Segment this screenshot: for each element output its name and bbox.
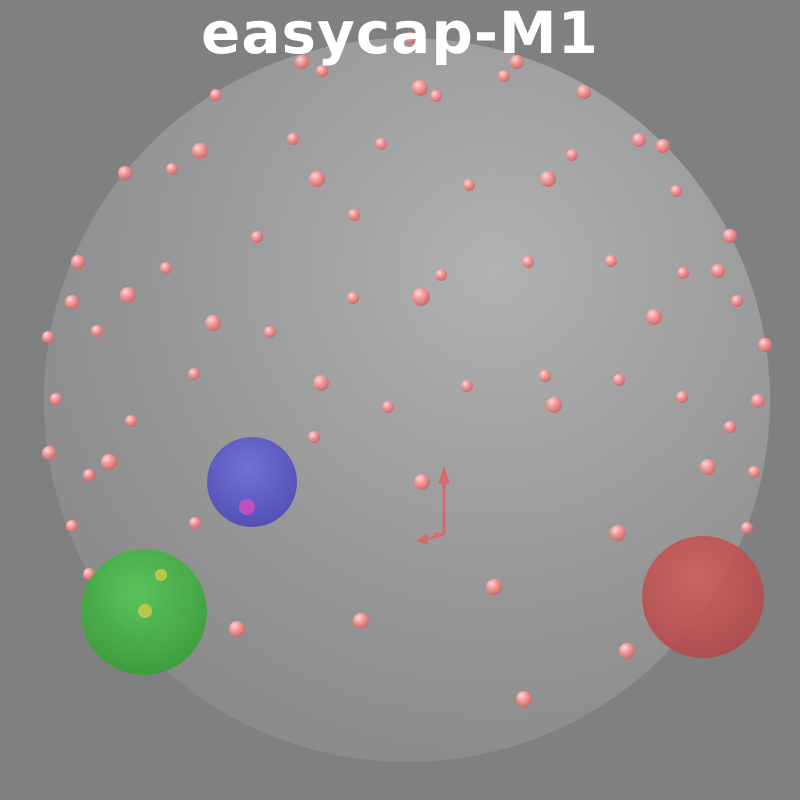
left-electrode-a — [155, 569, 167, 581]
electrode-marker — [348, 209, 360, 221]
electrode-marker — [188, 368, 200, 380]
electrode-marker — [65, 295, 79, 309]
electrode-marker — [619, 643, 635, 659]
electrode-marker — [309, 171, 325, 187]
nasion-fiducial — [207, 437, 297, 527]
electrode-marker — [486, 579, 502, 595]
electrode-marker — [412, 288, 430, 306]
left-ear-fiducial — [81, 549, 207, 675]
electrode-marker — [313, 375, 329, 391]
electrode-marker — [748, 466, 760, 478]
electrode-marker — [192, 143, 208, 159]
electrode-marker — [264, 326, 276, 338]
electrode-marker — [382, 401, 394, 413]
electrode-marker — [566, 149, 578, 161]
electrode-marker — [205, 315, 221, 331]
electrode-marker — [347, 292, 359, 304]
electrode-marker — [723, 229, 737, 243]
electrode-marker — [251, 231, 263, 243]
electrode-marker — [412, 80, 428, 96]
electrode-marker — [435, 269, 447, 281]
electrode-marker — [463, 179, 475, 191]
electrode-marker — [189, 517, 201, 529]
electrode-marker — [724, 421, 736, 433]
coordinate-axes — [416, 466, 450, 545]
electrode-marker — [676, 391, 688, 403]
electrode-marker — [461, 380, 473, 392]
electrode-marker — [118, 166, 132, 180]
electrode-marker — [71, 255, 85, 269]
electrode-marker — [295, 55, 309, 69]
electrode-marker — [656, 139, 670, 153]
electrode-marker — [540, 171, 556, 187]
electrode-marker — [160, 262, 172, 274]
electrode-marker — [91, 325, 103, 337]
electrode-marker — [522, 256, 534, 268]
electrode-marker — [539, 370, 551, 382]
electrode-marker — [577, 85, 591, 99]
head-surface — [44, 38, 770, 762]
electrode-marker — [50, 393, 62, 405]
electrode-marker — [670, 185, 682, 197]
electrode-marker — [613, 374, 625, 386]
electrode-marker — [758, 338, 772, 352]
electrode-marker — [610, 525, 626, 541]
electrode-marker — [751, 394, 765, 408]
electrode-marker — [546, 397, 562, 413]
electrode-marker — [375, 138, 387, 150]
electrode-marker — [120, 287, 136, 303]
electrode-marker — [287, 133, 299, 145]
electrode-marker — [42, 446, 56, 460]
electrode-marker — [414, 474, 430, 490]
electrode-group — [42, 32, 772, 707]
electrode-marker — [101, 454, 117, 470]
electrode-marker — [430, 90, 442, 102]
electrode-marker — [166, 163, 178, 175]
electrode-marker — [741, 522, 753, 534]
electrode-marker — [711, 264, 725, 278]
electrode-marker — [677, 267, 689, 279]
electrode-marker — [83, 469, 95, 481]
nasion-electrode — [239, 499, 255, 515]
electrode-marker — [353, 613, 369, 629]
electrode-marker — [646, 309, 662, 325]
electrode-marker — [229, 621, 245, 637]
electrode-marker — [516, 691, 532, 707]
electrode-marker — [316, 65, 328, 77]
electrode-marker — [404, 32, 416, 44]
left-electrode-b — [138, 604, 152, 618]
electrode-marker — [210, 89, 222, 101]
electrode-marker — [632, 133, 646, 147]
right-ear-fiducial — [642, 536, 764, 658]
electrode-marker — [498, 70, 510, 82]
electrode-marker — [125, 415, 137, 427]
electrode-marker — [605, 255, 617, 267]
electrode-marker — [510, 55, 524, 69]
electrode-marker — [731, 295, 743, 307]
electrode-marker — [700, 459, 716, 475]
electrode-marker — [42, 331, 54, 343]
electrode-marker — [308, 431, 320, 443]
electrode-marker — [66, 520, 78, 532]
